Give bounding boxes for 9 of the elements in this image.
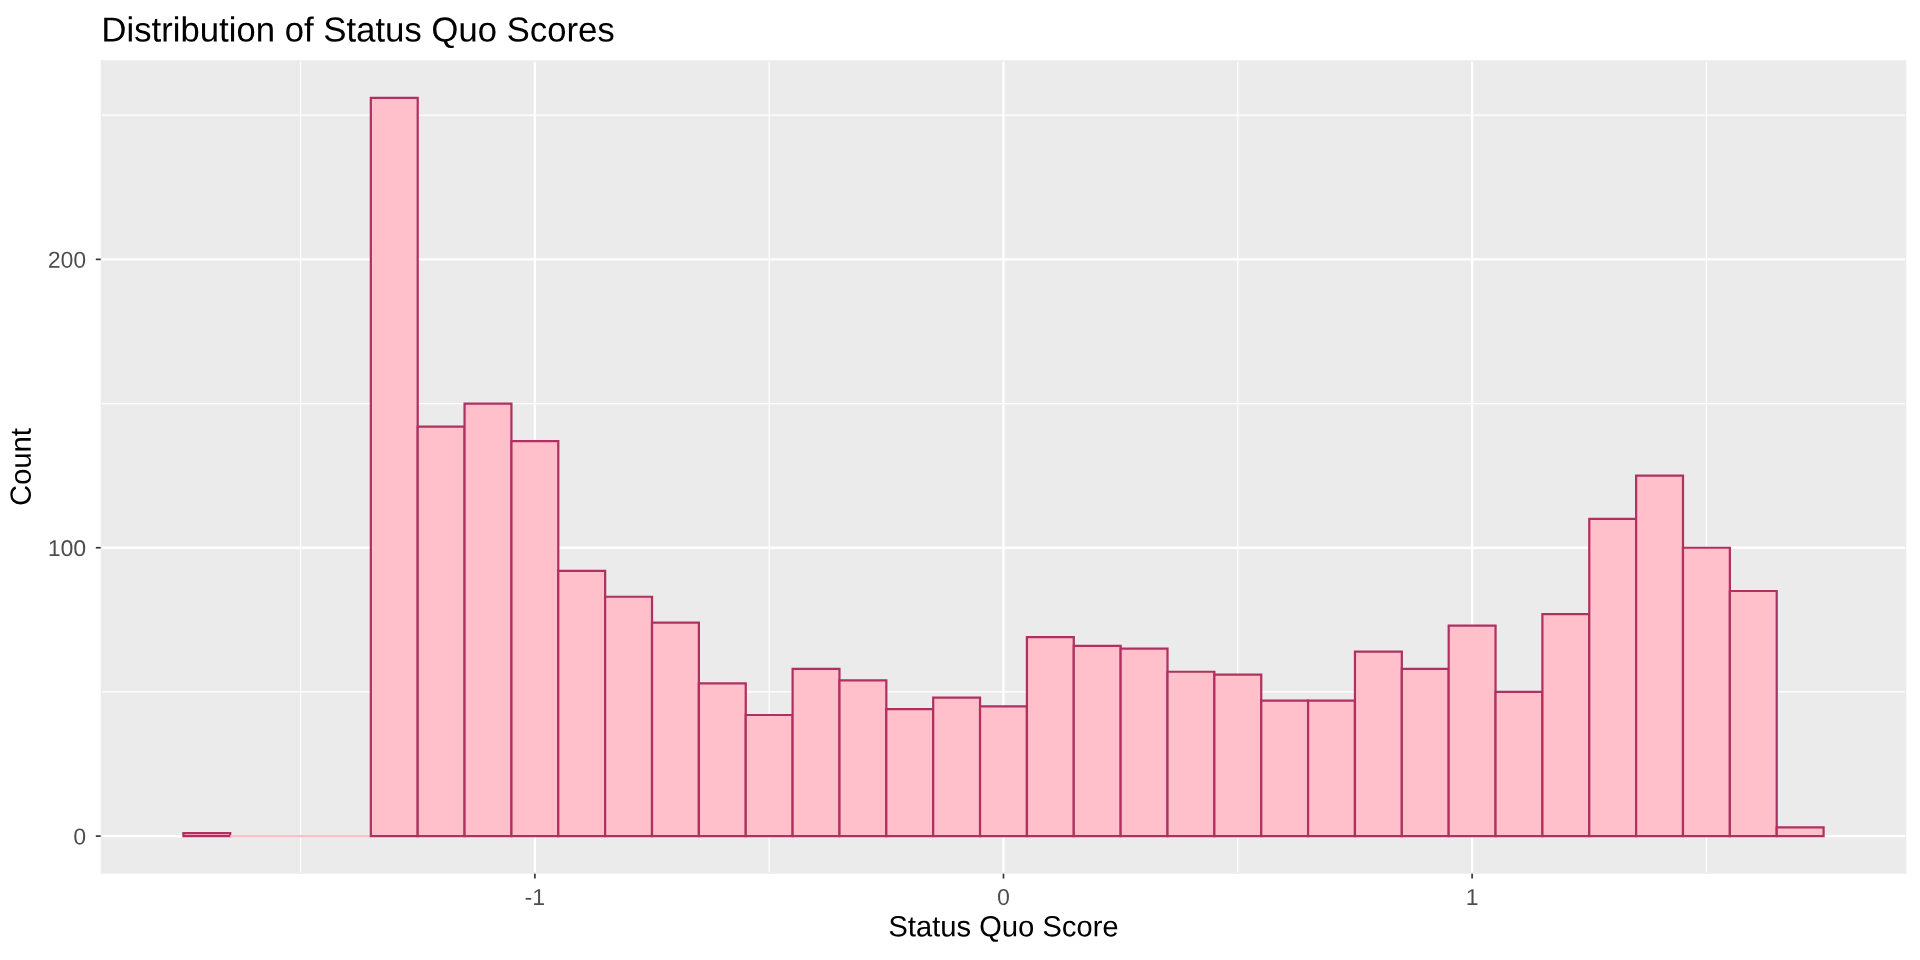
- chart-title: Distribution of Status Quo Scores: [104, 16, 614, 49]
- y-tick-label: 0: [74, 828, 86, 845]
- x-tick-label: 0: [998, 888, 1009, 906]
- x-axis-title: Status Quo Score: [889, 915, 1118, 942]
- y-tick-label: 200: [49, 251, 86, 268]
- y-tick-label: 100: [49, 540, 86, 557]
- y-axis-title: Count: [10, 428, 31, 505]
- x-tick-label: -1: [525, 889, 544, 905]
- x-tick-label: 1: [1467, 889, 1478, 905]
